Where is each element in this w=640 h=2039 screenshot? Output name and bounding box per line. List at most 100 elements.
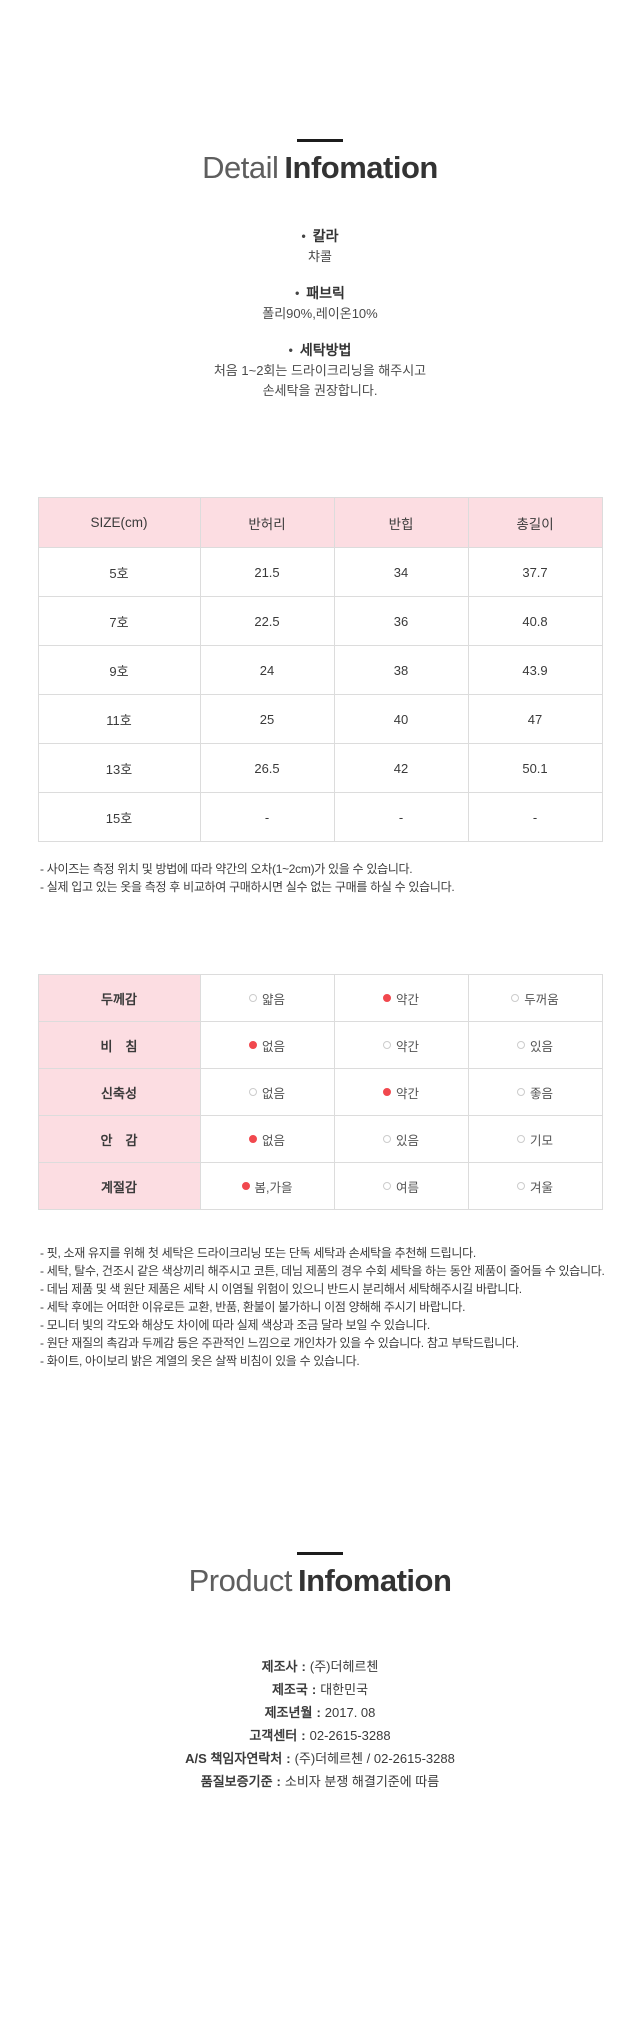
product-info-separator: : bbox=[276, 1774, 281, 1789]
option-text: 기모 bbox=[529, 1133, 553, 1148]
option: 약간 bbox=[335, 1083, 468, 1102]
size-table-row: 13호 26.5 42 50.1 bbox=[37, 743, 603, 793]
detail-item-value: 폴리90%,레이온10% bbox=[262, 306, 378, 321]
size-cell: 11호 bbox=[37, 694, 201, 744]
detail-item-label-text: 칼라 bbox=[312, 228, 339, 244]
size-cell: - bbox=[333, 792, 469, 842]
attribute-label: 계절감 bbox=[37, 1162, 201, 1210]
product-title-bold: Infomation bbox=[297, 1563, 452, 1598]
product-info-value: 소비자 분쟁 해결기준에 따름 bbox=[284, 1774, 440, 1789]
size-header-size: SIZE(cm) bbox=[37, 497, 201, 548]
option-text: 얇음 bbox=[261, 992, 285, 1007]
size-cell: 43.9 bbox=[467, 645, 603, 695]
option-text: 봄,가을 bbox=[254, 1180, 293, 1195]
attribute-option-cell: 겨울 bbox=[467, 1162, 603, 1210]
option-text: 좋음 bbox=[529, 1086, 553, 1101]
detail-item-label: • 패브릭 bbox=[0, 283, 640, 304]
option: 기모 bbox=[469, 1130, 602, 1149]
attribute-option-cell: 좋음 bbox=[467, 1068, 603, 1116]
attribute-option-cell: 약간 bbox=[333, 974, 469, 1022]
product-info-value: 2017. 08 bbox=[324, 1705, 376, 1720]
attribute-option-cell: 없음 bbox=[199, 1068, 335, 1116]
section-divider bbox=[297, 1552, 343, 1555]
detail-item-fabric: • 패브릭 폴리90%,레이온10% bbox=[0, 283, 640, 324]
radio-dot-icon bbox=[382, 1088, 391, 1096]
size-cell: 9호 bbox=[37, 645, 201, 695]
attribute-option-cell: 기모 bbox=[467, 1115, 603, 1163]
option: 겨울 bbox=[469, 1177, 602, 1196]
radio-dot-icon bbox=[382, 1182, 391, 1190]
option: 약간 bbox=[335, 1036, 468, 1055]
radio-dot-icon bbox=[382, 1041, 391, 1049]
detail-item-value: 챠콜 bbox=[308, 249, 332, 264]
size-table-header-row: SIZE(cm) 반허리 반힙 총길이 bbox=[37, 497, 603, 548]
option: 있음 bbox=[335, 1130, 468, 1149]
size-cell: - bbox=[467, 792, 603, 842]
option-text: 약간 bbox=[395, 1039, 419, 1054]
option-text: 있음 bbox=[395, 1133, 419, 1148]
attribute-row-thickness: 두께감 얇음 약간 두꺼움 bbox=[37, 974, 603, 1022]
option: 없음 bbox=[201, 1130, 334, 1149]
product-info-label: 제조년월 bbox=[264, 1705, 313, 1720]
product-title-light: Product bbox=[188, 1563, 293, 1598]
detail-items: • 칼라 챠콜 • 패브릭 폴리90%,레이온10% • 세탁방법 처음 1~2회는 … bbox=[0, 226, 640, 401]
size-cell: 15호 bbox=[37, 792, 201, 842]
size-table-row: 15호 - - - bbox=[37, 792, 603, 842]
size-cell: 36 bbox=[333, 596, 469, 646]
product-info-label: A/S 책임자연락처 bbox=[185, 1751, 283, 1766]
option-text: 여름 bbox=[395, 1180, 419, 1195]
radio-dot-icon bbox=[241, 1182, 250, 1190]
product-info-list: 제조사: (주)더헤르첸 제조국: 대한민국 제조년월:2017. 08 고객센터:… bbox=[0, 1655, 640, 1793]
attribute-option-cell: 여름 bbox=[333, 1162, 469, 1210]
section-divider bbox=[297, 139, 343, 142]
option: 봄,가을 bbox=[201, 1177, 334, 1196]
option: 약간 bbox=[335, 989, 468, 1008]
option-text: 있음 bbox=[529, 1039, 553, 1054]
option: 두꺼움 bbox=[469, 989, 602, 1008]
option-text: 없음 bbox=[261, 1133, 285, 1148]
detail-item-label: • 칼라 bbox=[0, 226, 640, 247]
product-info-separator: : bbox=[301, 1659, 306, 1674]
size-table: SIZE(cm) 반허리 반힙 총길이 5호 21.5 34 37.7 7호 2… bbox=[37, 497, 603, 842]
radio-dot-icon bbox=[382, 1135, 391, 1143]
attribute-row-sheerness: 비 침 없음 약간 있음 bbox=[37, 1021, 603, 1069]
attribute-option-cell: 두꺼움 bbox=[467, 974, 603, 1022]
product-info-as-contact: A/S 책임자연락처: (주)더헤르첸 / 02-2615-3288 bbox=[0, 1747, 640, 1770]
option-text: 없음 bbox=[261, 1039, 285, 1054]
product-info-label: 품질보증기준 bbox=[200, 1774, 273, 1789]
product-info-separator: : bbox=[301, 1728, 306, 1743]
attribute-label: 비 침 bbox=[37, 1021, 201, 1069]
option: 없음 bbox=[201, 1083, 334, 1102]
option: 없음 bbox=[201, 1036, 334, 1055]
size-note: - 실제 입고 있는 옷을 측정 후 비교하여 구매하시면 실수 없는 구매를 … bbox=[40, 880, 455, 894]
size-cell: 50.1 bbox=[467, 743, 603, 793]
radio-dot-icon bbox=[516, 1088, 525, 1096]
radio-dot-icon bbox=[511, 994, 520, 1002]
size-note: - 사이즈는 측정 위치 및 방법에 따라 약간의 오차(1~2cm)가 있을 … bbox=[40, 862, 413, 876]
option: 얇음 bbox=[201, 989, 334, 1008]
bullet-icon: • bbox=[301, 229, 306, 243]
size-header-length: 총길이 bbox=[467, 497, 603, 548]
size-cell: 26.5 bbox=[199, 743, 335, 793]
bullet-icon: • bbox=[288, 343, 293, 357]
attribute-label: 두께감 bbox=[37, 974, 201, 1022]
product-info-separator: : bbox=[286, 1751, 291, 1766]
size-cell: 13호 bbox=[37, 743, 201, 793]
detail-title-light: Detail bbox=[202, 150, 279, 185]
attribute-option-cell: 봄,가을 bbox=[199, 1162, 335, 1210]
size-cell: 22.5 bbox=[199, 596, 335, 646]
size-table-row: 5호 21.5 34 37.7 bbox=[37, 547, 603, 597]
attribute-option-cell: 약간 bbox=[333, 1068, 469, 1116]
size-cell: 42 bbox=[333, 743, 469, 793]
care-note: - 세탁 후에는 어떠한 이유로든 교환, 반품, 환불이 불가하니 이점 양해… bbox=[40, 1300, 466, 1314]
attribute-option-cell: 없음 bbox=[199, 1115, 335, 1163]
size-table-row: 7호 22.5 36 40.8 bbox=[37, 596, 603, 646]
product-info-label: 제조국 bbox=[271, 1682, 308, 1697]
size-notes: - 사이즈는 측정 위치 및 방법에 따라 약간의 오차(1~2cm)가 있을 … bbox=[40, 860, 640, 896]
size-cell: 25 bbox=[199, 694, 335, 744]
attribute-row-season: 계절감 봄,가을 여름 겨울 bbox=[37, 1162, 603, 1210]
radio-dot-icon bbox=[382, 994, 391, 1002]
size-cell: 7호 bbox=[37, 596, 201, 646]
size-cell: 47 bbox=[467, 694, 603, 744]
attribute-label: 안 감 bbox=[37, 1115, 201, 1163]
